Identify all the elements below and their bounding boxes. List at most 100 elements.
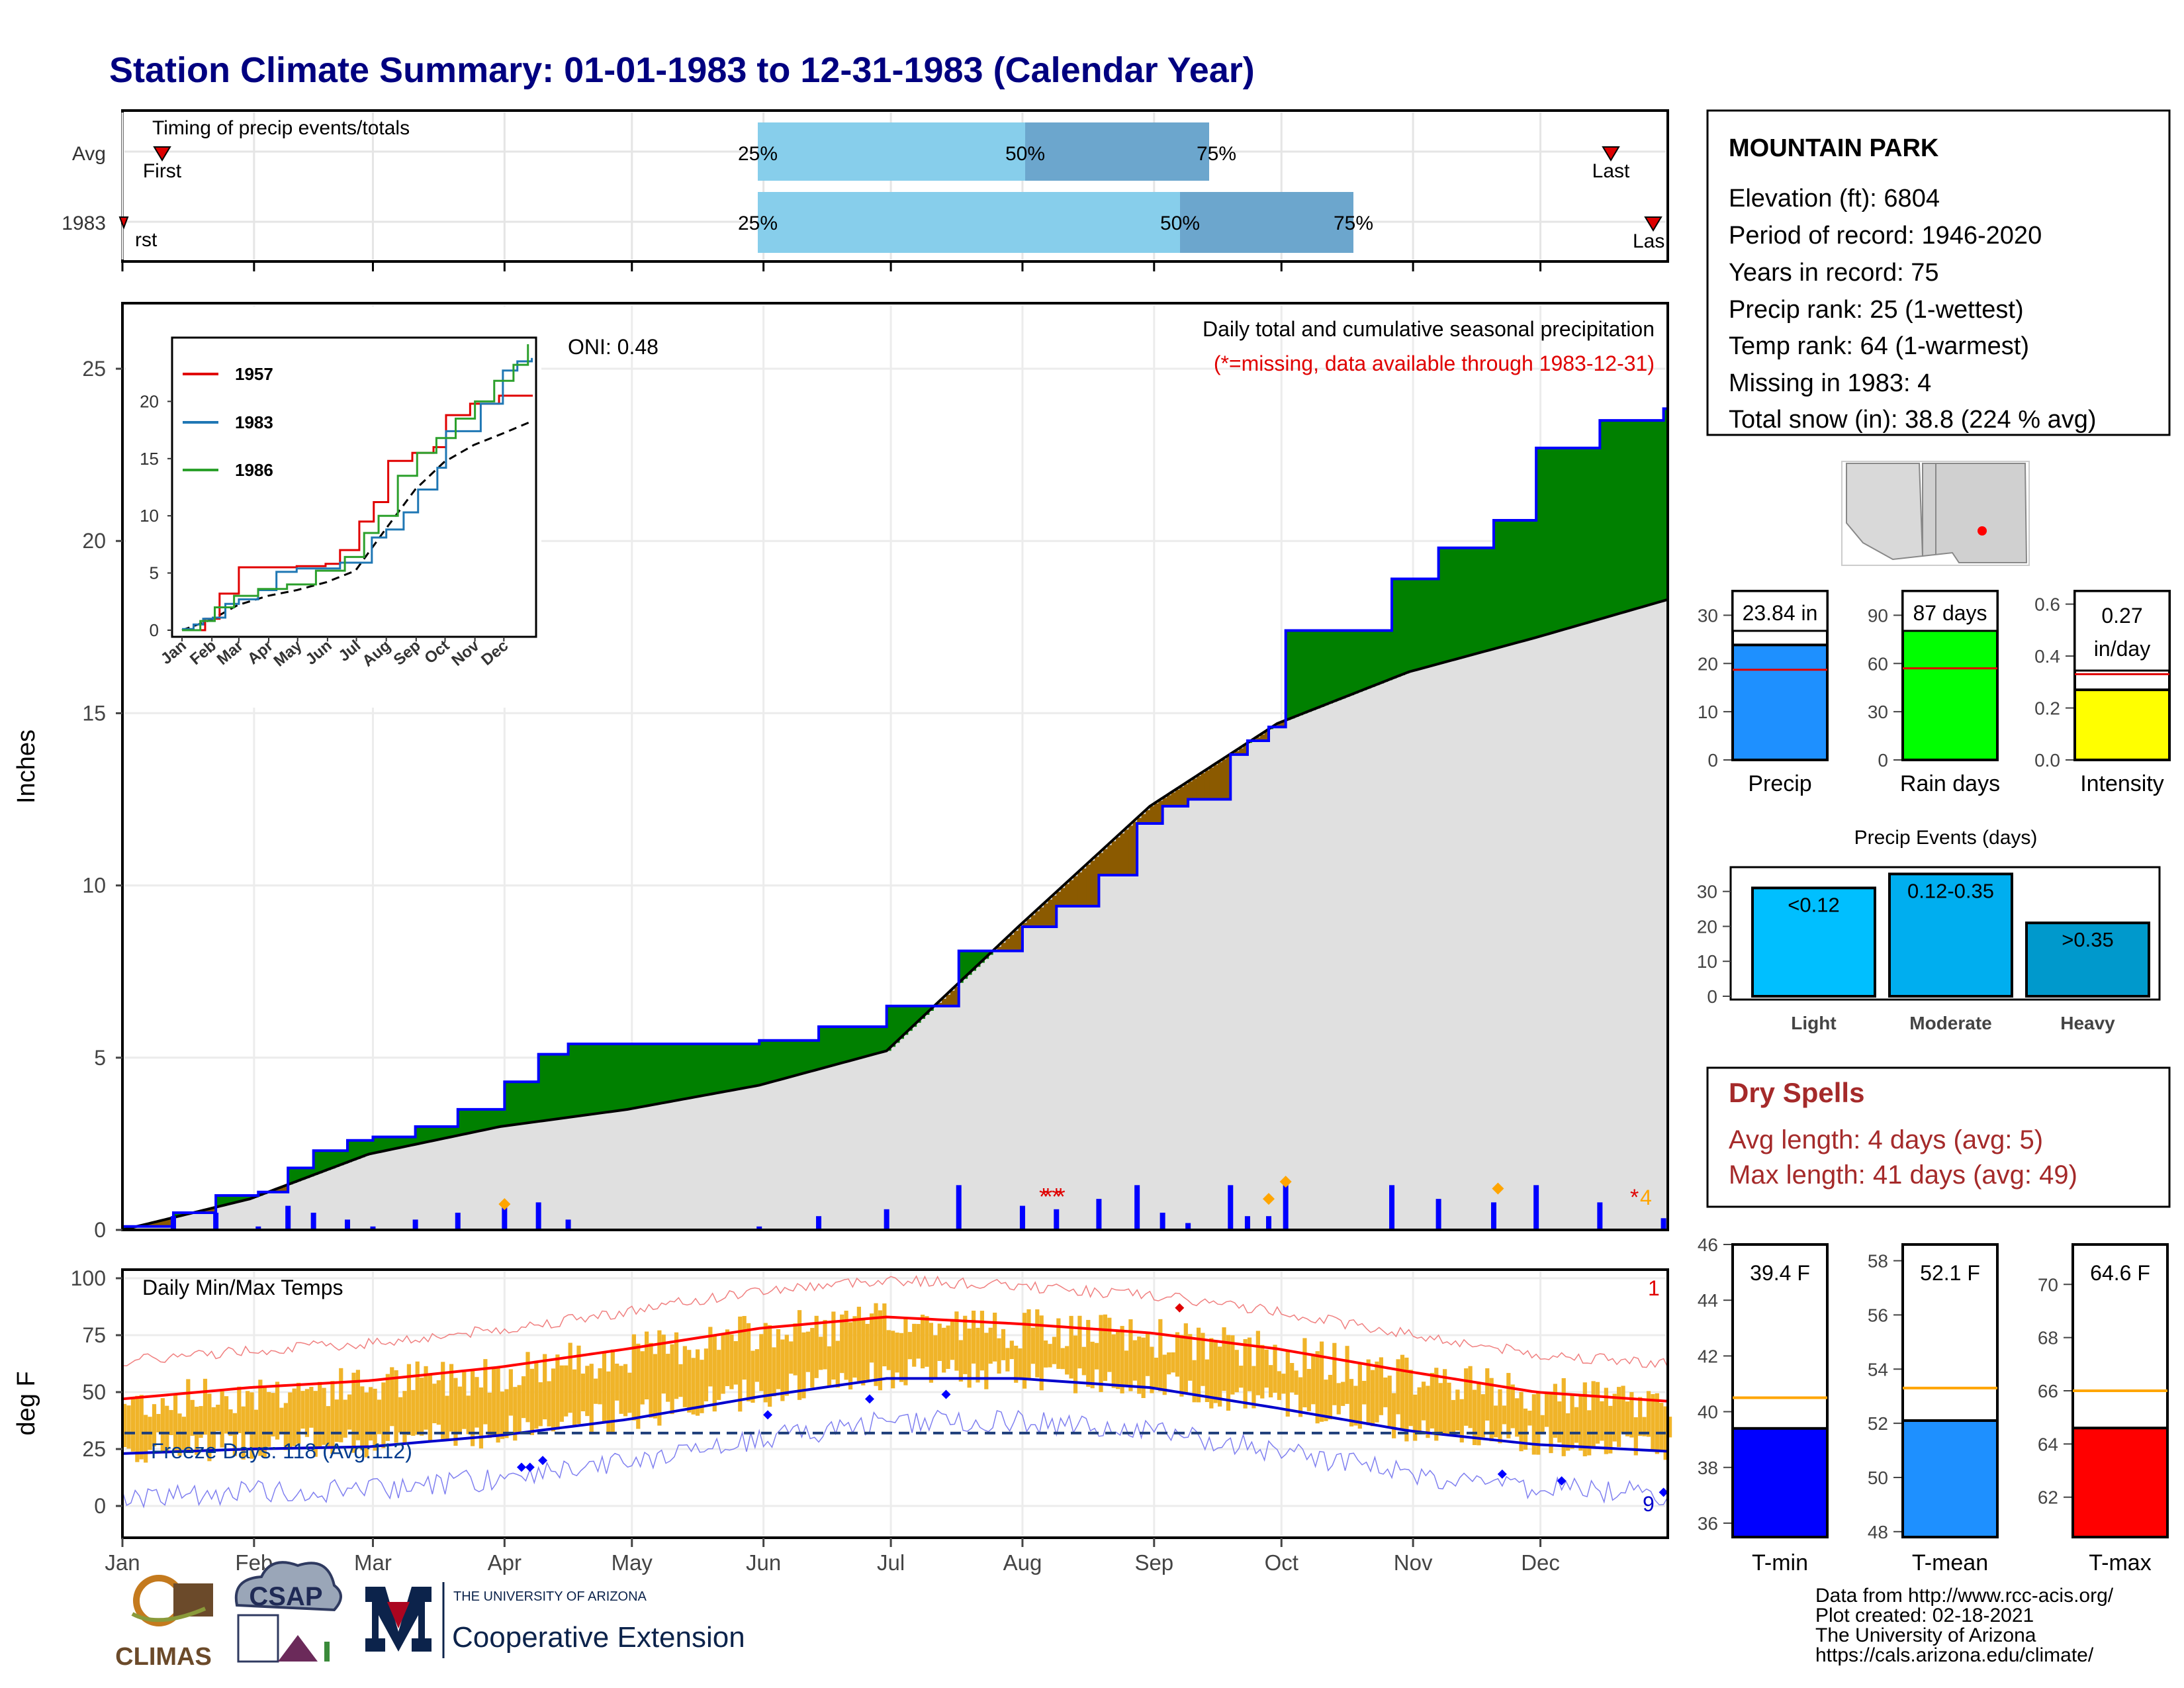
station-name: MOUNTAIN PARK: [1729, 134, 1939, 162]
above-normal-area: [827, 1026, 832, 1067]
daily-temp-bar: [1150, 1346, 1154, 1393]
daily-temp-bar: [1026, 1309, 1031, 1379]
gauge-tick: 0.2: [2034, 698, 2060, 719]
above-normal-area: [704, 1043, 709, 1096]
daily-temp-bar: [195, 1407, 199, 1455]
temp-gauge-tick: 62: [2038, 1487, 2058, 1508]
above-normal-area: [661, 1043, 666, 1103]
above-normal-area: [564, 1054, 569, 1118]
daily-precip-bar: [1597, 1202, 1603, 1230]
temp-gauge-tick: 40: [1698, 1402, 1718, 1423]
daily-temp-bar: [1604, 1387, 1608, 1454]
avg-q1-q2-bar: [758, 122, 1025, 181]
daily-temp-bar: [1489, 1378, 1494, 1442]
daily-precip-bar: [502, 1202, 508, 1230]
daily-temp-bar: [1341, 1382, 1345, 1406]
above-normal-area: [1629, 420, 1635, 611]
below-normal-area: [1116, 837, 1121, 876]
timing-row-1983: 1983: [62, 212, 106, 234]
daily-temp-bar: [394, 1370, 398, 1443]
below-normal-area: [1226, 756, 1231, 800]
daily-temp-bar: [283, 1403, 288, 1450]
daily-temp-bar: [1477, 1383, 1481, 1446]
daily-temp-bar: [674, 1332, 679, 1399]
above-normal-area: [1421, 579, 1426, 669]
daily-temp-bar: [984, 1333, 989, 1389]
normal-cumulative-line: [122, 598, 1668, 1231]
above-normal-area: [729, 1043, 735, 1091]
daily-temp-bar: [772, 1347, 776, 1397]
daily-temp-bar: [436, 1380, 441, 1425]
above-normal-area: [682, 1043, 688, 1100]
daily-precip-bar: [1490, 1202, 1496, 1230]
daily-temp-bar: [411, 1389, 416, 1436]
daily-temp-bar: [1213, 1342, 1218, 1403]
month-axis: Jan Feb Mar Apr May Jun Jul Aug Sep Oct Nov Dec: [105, 1538, 1560, 1575]
above-normal-area: [1557, 447, 1563, 632]
above-normal-area: [313, 1150, 318, 1175]
record-high-count: 1: [1648, 1276, 1660, 1300]
daily-temp-bar: [895, 1333, 899, 1373]
daily-temp-bar: [1447, 1382, 1451, 1434]
daily-temp-bar: [441, 1362, 445, 1441]
precip-series: ****: [122, 407, 1668, 1231]
below-normal-area: [1052, 896, 1057, 927]
below-normal-area: [275, 1189, 280, 1192]
daily-temp-bar: [912, 1323, 917, 1367]
above-normal-area: [631, 1043, 637, 1109]
event-category: Moderate: [1909, 1013, 1991, 1033]
csap-logo: CSAP: [234, 1561, 342, 1663]
above-normal-area: [1311, 630, 1316, 710]
daily-temp-bar: [623, 1364, 628, 1417]
above-normal-area: [746, 1043, 751, 1088]
snow-marker: [1279, 1176, 1292, 1188]
below-normal-area: [165, 1219, 170, 1227]
daily-temp-bar: [874, 1303, 878, 1386]
below-normal-area: [1154, 803, 1159, 823]
daily-temp-bar: [1493, 1405, 1498, 1438]
below-normal-area: [1090, 861, 1095, 906]
daily-temp-bar: [385, 1374, 390, 1441]
daily-precip-bar: [1185, 1223, 1191, 1230]
below-normal-area: [1162, 798, 1167, 806]
above-normal-area: [1357, 630, 1363, 692]
daily-precip-bar: [412, 1219, 418, 1230]
daily-temp-bar: [1498, 1389, 1502, 1444]
daily-temp-bar: [1379, 1357, 1383, 1415]
daily-temp-bar: [1302, 1338, 1307, 1407]
daily-temp-bar: [1001, 1329, 1006, 1360]
daily-temp-bar: [763, 1323, 768, 1403]
record-low-marker: [516, 1462, 526, 1472]
above-normal-area: [878, 1026, 883, 1053]
daily-temp-bar: [1570, 1393, 1574, 1449]
above-normal-area: [1353, 630, 1359, 694]
temp-gauge-tick: 46: [1698, 1235, 1718, 1255]
daily-temp-bar: [199, 1406, 203, 1438]
below-normal-area: [1255, 737, 1261, 741]
daily-precip-bar: [213, 1212, 219, 1230]
daily-temp-bar: [547, 1381, 551, 1427]
above-normal-area: [513, 1082, 518, 1125]
above-normal-area: [619, 1043, 624, 1111]
daily-temp-bar: [313, 1391, 318, 1457]
below-normal-area: [937, 1002, 942, 1006]
above-normal-area: [402, 1137, 408, 1147]
daily-temp-bar: [1668, 1417, 1672, 1438]
event-bar: [2025, 921, 2150, 998]
daily-temp-bar: [381, 1382, 386, 1448]
daily-temp-bar: [976, 1327, 980, 1383]
below-normal-area: [1044, 903, 1049, 927]
daily-temp-bar: [1349, 1379, 1354, 1427]
inset-1986-line: [182, 344, 529, 632]
above-normal-area: [241, 1195, 246, 1201]
daily-temp-bar: [682, 1346, 687, 1407]
precip-events-chart: Precip Events (days) 0 10 20 30 <0.12 Light 0.…: [1697, 827, 2161, 1033]
locator-map: [1841, 461, 2030, 566]
daily-temp-bar: [309, 1387, 314, 1428]
above-normal-area: [347, 1140, 353, 1162]
dry-spells-max: Max length: 41 days (avg: 49): [1729, 1160, 2077, 1190]
daily-precip-bar: [1266, 1216, 1272, 1230]
below-normal-area: [1243, 745, 1248, 755]
daily-temp-bar: [725, 1329, 730, 1386]
daily-temp-bar: [144, 1415, 148, 1463]
